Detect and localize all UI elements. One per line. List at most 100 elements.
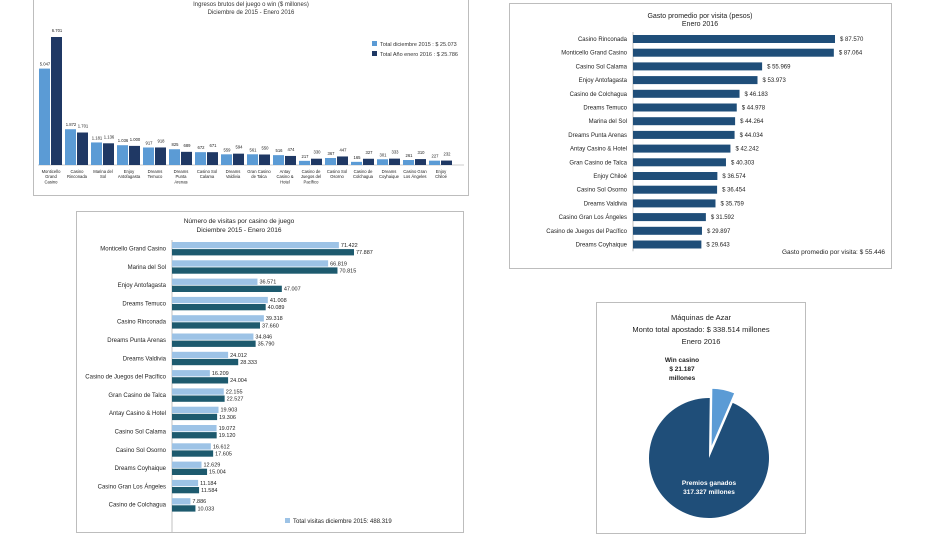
- data-label: 35.790: [258, 342, 275, 348]
- maquinas-pie-chart: Máquinas de Azar Monto total apostado: $…: [632, 313, 770, 518]
- x-tick-label: Casino Sol: [197, 169, 217, 174]
- bar: [172, 267, 338, 274]
- bar: [633, 35, 835, 43]
- pie-title: Máquinas de Azar: [671, 313, 732, 322]
- gasto-chart-panel: Gasto promedio por visita (pesos) Enero …: [509, 3, 892, 269]
- bar: [633, 76, 758, 85]
- bar: [172, 406, 219, 413]
- bar: [172, 425, 217, 432]
- data-label: 672: [198, 145, 206, 150]
- x-tick-label: Chiloé: [435, 174, 448, 179]
- bar: [172, 395, 225, 402]
- bar: [247, 154, 258, 165]
- bar: [389, 158, 400, 165]
- y-tick-label: Gran Casino de Talca: [569, 160, 627, 166]
- bar: [337, 156, 348, 165]
- x-tick-label: Los Ángeles: [403, 174, 426, 179]
- data-label: 227: [432, 154, 440, 159]
- data-label: 301: [380, 152, 388, 157]
- data-label: 594: [236, 145, 244, 150]
- data-label: $ 44.978: [742, 106, 766, 112]
- data-label: 10.033: [197, 506, 214, 512]
- bar: [172, 450, 214, 457]
- gasto-average-note: Gasto promedio por visita: $ 55.446: [782, 249, 885, 256]
- x-tick-label: Monticello: [42, 169, 62, 174]
- data-label: 918: [158, 138, 166, 143]
- data-label: $ 46.183: [745, 92, 769, 98]
- bar: [51, 37, 62, 165]
- legend-label-visitas-dec: Total visitas diciembre 2015: 488.319: [293, 519, 392, 525]
- bar: [351, 161, 362, 165]
- bar: [172, 498, 191, 505]
- bar: [429, 160, 440, 165]
- win-chart-title: Ingresos brutos del juego o win ($ millo…: [193, 2, 309, 8]
- data-label: 310: [418, 150, 426, 155]
- data-label: 16.209: [212, 371, 229, 377]
- bar: [172, 432, 217, 439]
- win-chart-panel: Ingresos brutos del juego o win ($ millo…: [33, 0, 469, 196]
- pie-label-premios-1: Premios ganados: [682, 480, 737, 487]
- x-tick-label: Dreams: [174, 169, 189, 174]
- bar: [285, 155, 296, 165]
- y-tick-label: Dreams Coyhaique: [115, 466, 167, 472]
- data-label: 47.007: [284, 287, 301, 293]
- data-label: 19.072: [219, 426, 236, 432]
- data-label: 232: [444, 152, 452, 157]
- data-label: 77.887: [356, 250, 373, 256]
- maquinas-pie-panel: Máquinas de Azar Monto total apostado: $…: [596, 302, 806, 534]
- bar: [172, 304, 266, 311]
- visitas-bar-chart: Número de visitas por casino de juego Di…: [85, 218, 392, 532]
- data-label: 516: [276, 148, 284, 153]
- bar: [172, 249, 354, 256]
- x-tick-label: Calama: [200, 174, 215, 179]
- data-label: 474: [288, 147, 296, 152]
- data-label: 6.701: [52, 28, 63, 33]
- bar: [633, 226, 702, 235]
- data-label: $ 87.570: [840, 37, 864, 43]
- x-tick-label: Arenas: [174, 179, 187, 184]
- y-tick-label: Marina del Sol: [128, 265, 166, 271]
- y-tick-label: Casino Gran Los Ángeles: [98, 483, 166, 490]
- bar: [172, 413, 218, 421]
- bar: [172, 242, 339, 249]
- x-tick-label: Casino &: [277, 174, 294, 179]
- visitas-chart-subtitle: Diciembre 2015 - Enero 2016: [197, 227, 282, 234]
- data-label: 825: [172, 142, 180, 147]
- x-tick-label: Casino de: [302, 169, 322, 174]
- x-tick-label: Valdivia: [226, 174, 241, 179]
- y-tick-label: Casino Rinconada: [117, 320, 167, 326]
- gasto-chart-subtitle: Enero 2016: [682, 21, 718, 28]
- legend-swatch-visitas-dec: [285, 518, 290, 523]
- visitas-chart-title: Número de visitas por casino de juego: [184, 218, 295, 225]
- data-label: 17.605: [215, 451, 232, 457]
- data-label: 39.318: [266, 316, 283, 322]
- data-label: 41.008: [270, 298, 287, 304]
- x-tick-label: de Talca: [251, 174, 267, 179]
- bar: [172, 443, 211, 450]
- bar: [172, 377, 229, 384]
- bar: [441, 160, 452, 165]
- x-tick-label: Gran Casino: [247, 169, 271, 174]
- bar: [633, 172, 718, 180]
- x-tick-label: Hotel: [280, 179, 290, 184]
- bar: [172, 260, 329, 267]
- bar: [633, 48, 834, 57]
- data-label: 34.846: [255, 335, 272, 341]
- bar: [207, 152, 218, 165]
- data-label: 24.012: [230, 353, 247, 359]
- data-label: 689: [184, 143, 192, 148]
- win-bar-chart: Ingresos brutos del juego o win ($ millo…: [38, 2, 464, 184]
- bar: [91, 142, 102, 165]
- bar: [172, 351, 229, 359]
- data-label: 367: [328, 151, 336, 156]
- y-tick-label: Casino de Juegos del Pacífico: [85, 375, 166, 381]
- bar: [172, 358, 239, 366]
- y-tick-label: Casino Rinconada: [578, 37, 628, 43]
- data-label: 1.701: [78, 124, 89, 129]
- y-tick-label: Monticello Grand Casino: [561, 51, 627, 57]
- bar: [39, 68, 50, 165]
- y-tick-label: Enjoy Antofagasta: [579, 78, 628, 84]
- visitas-chart-panel: Número de visitas por casino de juego Di…: [76, 211, 464, 533]
- x-tick-label: Coyhaique: [379, 174, 400, 179]
- data-label: $ 53.973: [763, 78, 787, 84]
